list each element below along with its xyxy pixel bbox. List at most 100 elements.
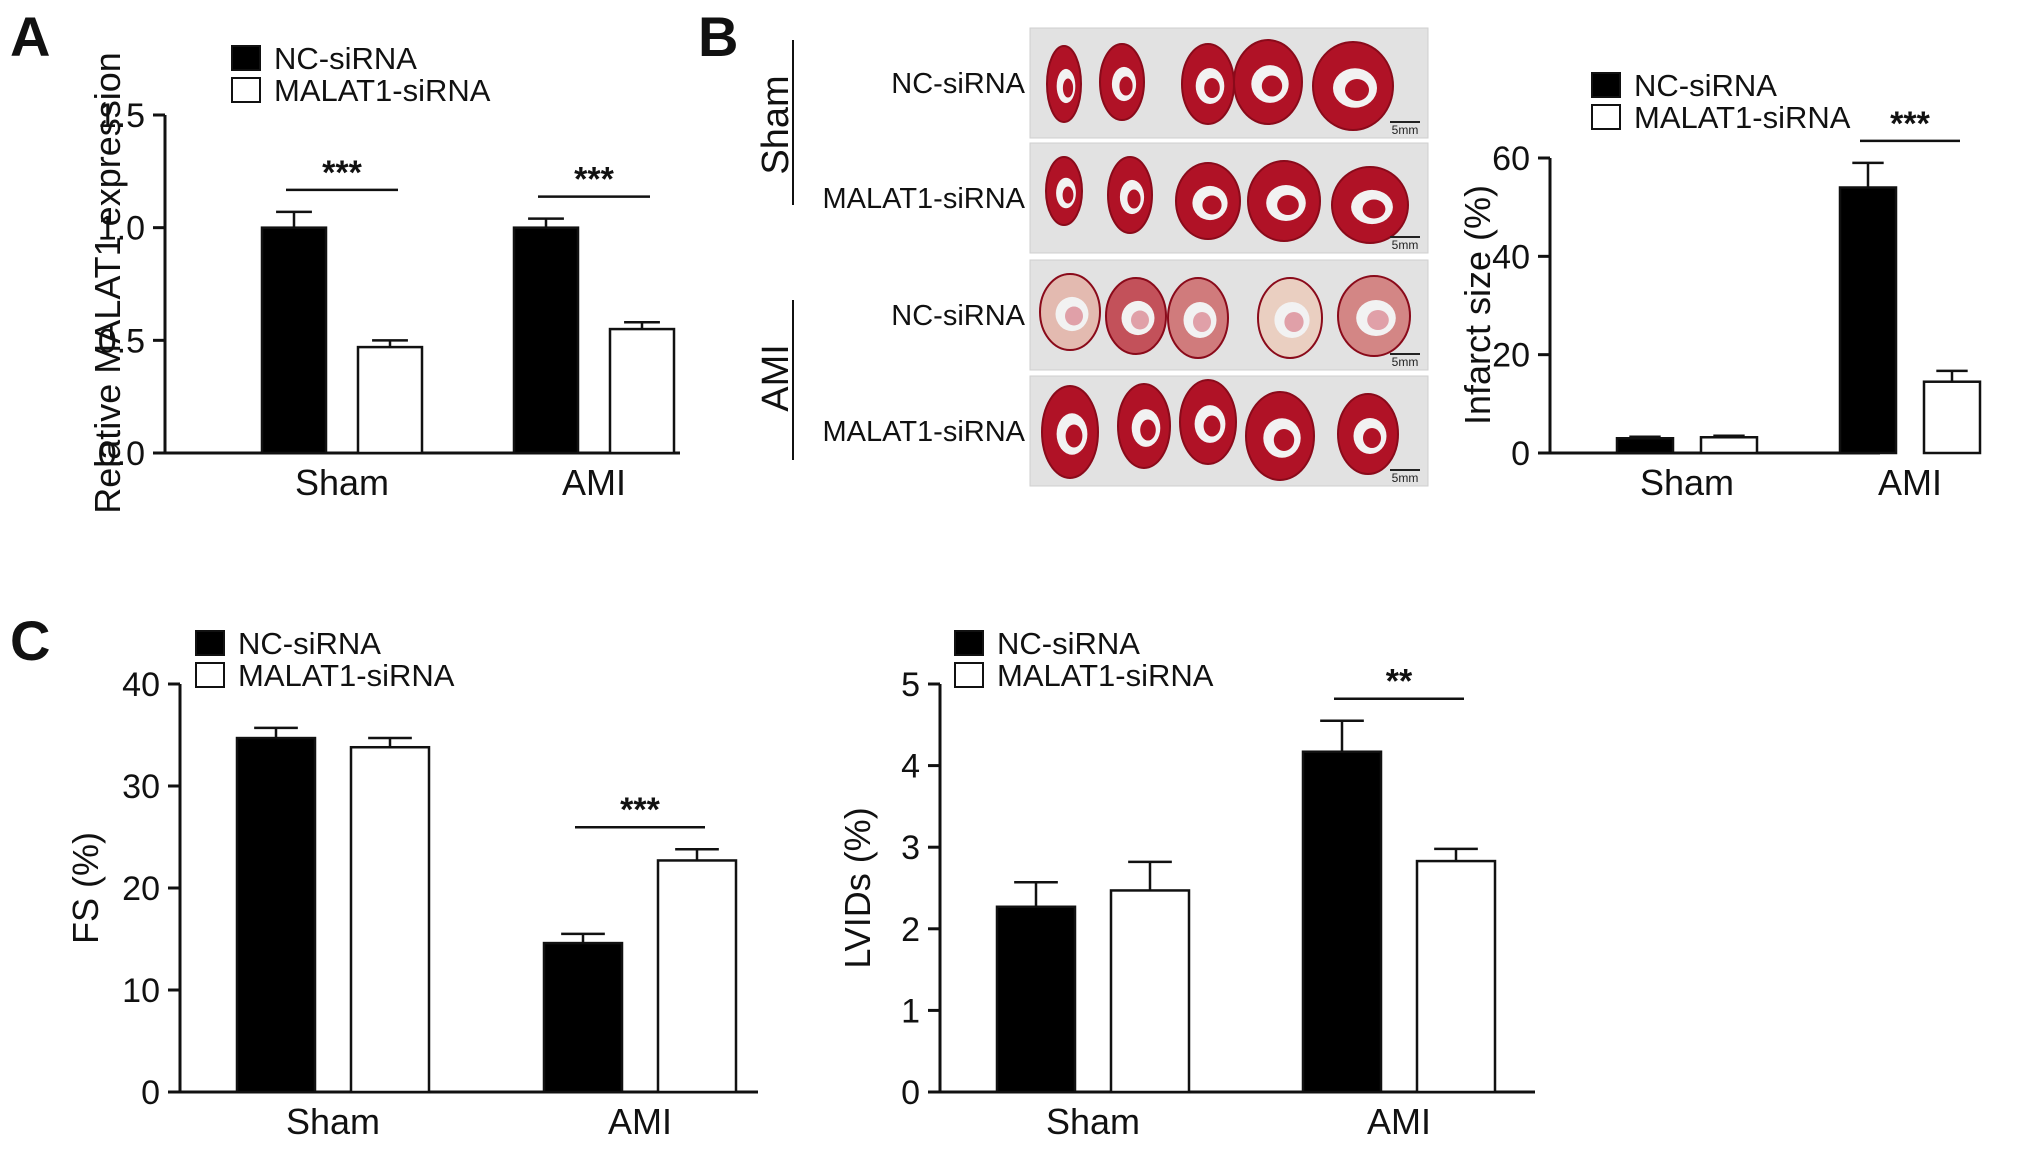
y-tick-label: 0 [1511, 435, 1530, 473]
heart-slice-core [1261, 75, 1283, 97]
y-tick-label: 20 [1492, 337, 1530, 375]
significance-marker: *** [620, 791, 660, 829]
bar-nc-sirna-ami [1838, 186, 1898, 455]
legend-label: NC-siRNA [238, 626, 381, 661]
y-tick-label: 0 [901, 1074, 920, 1112]
x-category-label: Sham [1046, 1101, 1140, 1142]
heart-slice-core [1127, 189, 1141, 209]
y-tick-label: 4 [901, 748, 920, 786]
y-tick-label: 2 [901, 911, 920, 949]
heart-slice-core [1131, 310, 1149, 330]
y-tick-label: 0.0 [98, 435, 145, 473]
legend-swatch-malat1-sirna [954, 662, 984, 688]
heart-slice-core [1202, 195, 1222, 215]
significance-marker: *** [1890, 105, 1930, 143]
bar-malat1-sirna-ami [1922, 380, 1982, 455]
y-tick-label: 1.5 [98, 97, 145, 135]
heart-slice-core [1367, 310, 1389, 330]
legend-swatch-nc-sirna [954, 630, 984, 656]
legend-label: MALAT1-siRNA [997, 658, 1214, 693]
group-label-ami: AMI [755, 344, 797, 412]
chart-b: 0 20 40 60 Infarct size (%) Sham AMI *** NC-siRN… [1457, 68, 1982, 503]
bar-malat1-sirna-sham [1699, 436, 1759, 455]
bar-malat1-sirna-sham [1109, 889, 1191, 1094]
heart-slice-core [1119, 76, 1133, 96]
heart-slice-core [1284, 312, 1304, 332]
legend-swatch-nc-sirna [1591, 72, 1621, 98]
heart-slice-core [1140, 419, 1156, 441]
heart-slice-core [1277, 195, 1299, 215]
y-tick-label: 0 [141, 1074, 160, 1112]
y-tick-label: 40 [122, 666, 160, 704]
x-category-label: Sham [295, 462, 389, 503]
y-axis-label: FS (%) [65, 832, 106, 944]
heart-slice-core [1204, 78, 1220, 98]
x-category-label: AMI [1878, 462, 1942, 503]
row-label: MALAT1-siRNA [823, 416, 1026, 448]
heart-slice-core [1193, 312, 1211, 332]
scale-bar-label: 5mm [1392, 123, 1419, 137]
legend-label: NC-siRNA [274, 41, 417, 76]
x-category-label: Sham [286, 1101, 380, 1142]
row-label: MALAT1-siRNA [823, 183, 1026, 215]
legend-label: NC-siRNA [997, 626, 1140, 661]
x-category-label: AMI [562, 462, 626, 503]
bar-nc-sirna-ami [542, 941, 624, 1094]
bar-nc-sirna-ami [512, 226, 580, 455]
legend-label: NC-siRNA [1634, 68, 1777, 103]
scale-bar-label: 5mm [1392, 355, 1419, 369]
heart-slice-core [1362, 199, 1386, 219]
bar-malat1-sirna-ami [608, 327, 676, 455]
significance-marker: ** [1386, 663, 1413, 701]
legend-swatch-nc-sirna [195, 630, 225, 656]
bar-nc-sirna-sham [1615, 437, 1675, 455]
bar-nc-sirna-sham [995, 905, 1077, 1094]
y-tick-label: 5 [901, 666, 920, 704]
y-tick-label: 1.0 [98, 210, 145, 248]
chart-c-fs: 0 10 20 30 40 FS (%) Sham AMI *** NC-siRNAMALAT1-… [65, 626, 758, 1142]
legend-label: MALAT1-siRNA [1634, 100, 1851, 135]
row-label: NC-siRNA [891, 68, 1025, 100]
y-tick-label: 0.5 [98, 322, 145, 360]
legend-label: MALAT1-siRNA [238, 658, 455, 693]
chart-c-lvids: 0 1 2 3 4 5 LVIDs (%) Sham AMI ** NC-siRNAMALAT1-s… [837, 626, 1535, 1142]
bar-malat1-sirna-sham [349, 745, 431, 1094]
heart-slice-core [1062, 78, 1074, 98]
y-axis-label: Infarct size (%) [1457, 185, 1498, 425]
y-axis-label: LVIDs (%) [837, 807, 878, 968]
bar-nc-sirna-sham [235, 736, 317, 1094]
bar-nc-sirna-ami [1301, 750, 1383, 1094]
y-tick-label: 10 [122, 972, 160, 1010]
y-tick-label: 1 [901, 992, 920, 1030]
y-tick-label: 60 [1492, 140, 1530, 178]
y-tick-label: 40 [1492, 238, 1530, 276]
bar-malat1-sirna-ami [656, 859, 738, 1094]
panel-letter-c: C [10, 609, 50, 672]
group-label-sham: Sham [755, 75, 797, 174]
heart-slice-core [1363, 428, 1381, 448]
panel-letter-b: B [698, 5, 738, 68]
x-category-label: AMI [608, 1101, 672, 1142]
heart-slice-core [1065, 306, 1083, 326]
legend-swatch-malat1-sirna [1591, 104, 1621, 130]
legend-label: MALAT1-siRNA [274, 73, 491, 108]
legend-swatch-malat1-sirna [231, 77, 261, 103]
bar-nc-sirna-sham [260, 226, 328, 455]
legend-swatch-malat1-sirna [195, 662, 225, 688]
bar-malat1-sirna-ami [1415, 859, 1497, 1094]
x-category-label: Sham [1640, 462, 1734, 503]
significance-marker: *** [322, 154, 362, 192]
tissue-image-panel: 5mm NC-siRNA 5mm MALAT1-siRNA 5mm NC-siRNA 5mm… [755, 27, 1429, 487]
y-tick-label: 30 [122, 768, 160, 806]
heart-slice-core [1345, 79, 1369, 101]
row-label: NC-siRNA [891, 300, 1025, 332]
heart-slice-core [1273, 429, 1295, 451]
heart-slice-core [1203, 415, 1221, 437]
heart-slice-core [1062, 186, 1074, 204]
y-tick-label: 20 [122, 870, 160, 908]
x-category-label: AMI [1367, 1101, 1431, 1142]
panel-letter-a: A [10, 5, 50, 68]
bar-malat1-sirna-sham [356, 345, 424, 455]
